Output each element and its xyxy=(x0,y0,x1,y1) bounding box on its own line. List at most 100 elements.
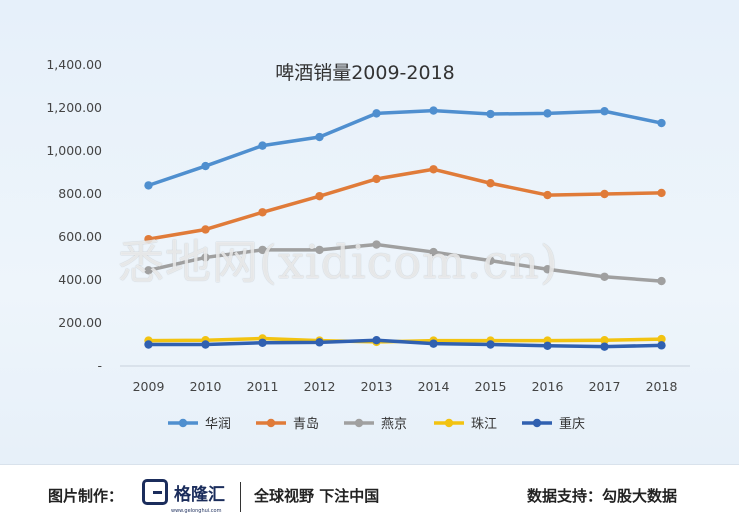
data-point xyxy=(429,247,438,257)
legend-label: 华润 xyxy=(205,417,231,432)
x-tick-label: 2018 xyxy=(646,379,678,394)
data-point xyxy=(201,340,210,349)
series-line xyxy=(148,242,662,283)
legend-label: 青岛 xyxy=(293,416,319,432)
x-tick-label: 2010 xyxy=(190,379,222,394)
legend-item: 珠江 xyxy=(434,417,497,432)
data-point xyxy=(144,234,153,244)
y-tick-label: 1,000.00 xyxy=(46,143,102,158)
x-tick-label: 2009 xyxy=(133,379,165,394)
data-point xyxy=(543,109,552,118)
data-point xyxy=(201,161,210,171)
data-point xyxy=(657,334,666,344)
data-point xyxy=(258,245,267,255)
x-axis-ticks: 2009 2010 2011 2012 2013 2014 2015 2016 2017 2018 xyxy=(133,379,678,394)
data-point xyxy=(657,118,666,128)
data-point xyxy=(258,208,267,217)
legend-item: 华润 xyxy=(168,417,231,432)
x-tick-label: 2015 xyxy=(475,379,507,394)
y-axis-ticks: - 200.00 400.00 600.00 800.00 1,000.00 1,200.0… xyxy=(46,57,102,373)
legend-label: 燕京 xyxy=(381,417,407,432)
data-point xyxy=(600,342,609,351)
data-point xyxy=(543,341,552,350)
data-point xyxy=(543,190,552,200)
data-point xyxy=(144,340,153,349)
data-point xyxy=(429,339,438,348)
gelonghui-logo: 格隆汇 xyxy=(142,479,225,505)
data-point xyxy=(600,272,609,281)
data-point xyxy=(315,132,324,142)
legend-swatch-marker xyxy=(354,418,364,428)
data-point xyxy=(600,336,609,345)
data-point xyxy=(372,109,381,118)
logo-text: 格隆汇 xyxy=(174,484,225,505)
data-point xyxy=(144,266,153,275)
data-point xyxy=(486,340,495,349)
chart-title: 啤酒销量2009-2018 xyxy=(275,62,455,84)
footer-data-source: 数据支持：勾股大数据 xyxy=(526,487,677,505)
data-point xyxy=(201,225,210,234)
y-tick-label: 1,200.00 xyxy=(46,100,102,115)
data-point xyxy=(600,107,609,116)
footer-divider xyxy=(240,482,241,512)
data-point xyxy=(315,245,324,255)
legend: 华润 青岛 燕京 珠江 重庆 xyxy=(168,416,585,432)
logo-url: www.gelonghui.com xyxy=(171,508,222,514)
series-青岛 xyxy=(144,165,666,244)
data-point xyxy=(144,181,153,190)
x-tick-label: 2012 xyxy=(304,379,336,394)
legend-swatch-marker xyxy=(178,418,188,428)
y-tick-label: 800.00 xyxy=(58,186,102,201)
data-point xyxy=(429,106,438,115)
data-point xyxy=(600,189,609,199)
footer-slogan: 全球视野 下注中国 xyxy=(254,487,380,505)
series-lines xyxy=(144,106,666,351)
series-华润 xyxy=(144,106,666,190)
data-point xyxy=(201,253,210,262)
watermark-text: 悉地网(xidicom.cn) xyxy=(118,235,559,289)
series-重庆 xyxy=(144,336,666,351)
y-tick-label: 400.00 xyxy=(58,272,102,287)
data-point xyxy=(429,165,438,174)
data-point xyxy=(315,338,324,347)
data-point xyxy=(657,341,666,350)
data-point xyxy=(543,265,552,274)
x-tick-label: 2011 xyxy=(247,379,279,394)
x-tick-label: 2013 xyxy=(361,379,393,394)
line-chart: 啤酒销量2009-2018 - 200.00 400.00 600.00 800.00 1… xyxy=(46,57,690,432)
legend-label: 珠江 xyxy=(471,417,497,432)
y-tick-label: 600.00 xyxy=(58,229,102,244)
series-燕京 xyxy=(144,240,666,286)
series-line xyxy=(148,167,662,241)
data-point xyxy=(486,179,495,188)
data-point xyxy=(657,188,666,198)
legend-label: 重庆 xyxy=(559,416,585,432)
data-point xyxy=(657,276,666,286)
legend-item: 青岛 xyxy=(256,416,319,432)
y-tick-label: 1,400.00 xyxy=(46,57,102,72)
data-point xyxy=(258,338,267,347)
y-tick-label: 200.00 xyxy=(58,315,102,330)
data-point xyxy=(258,141,267,150)
legend-item: 重庆 xyxy=(522,416,585,432)
x-tick-label: 2014 xyxy=(418,379,450,394)
data-point xyxy=(486,109,495,119)
footer-bar: 图片制作： 格隆汇 www.gelonghui.com 全球视野 下注中国 数据… xyxy=(0,464,739,528)
series-line xyxy=(148,338,662,349)
legend-item: 燕京 xyxy=(344,417,407,432)
data-point xyxy=(315,191,324,201)
legend-swatch-marker xyxy=(266,418,276,428)
x-tick-label: 2016 xyxy=(532,379,564,394)
data-point xyxy=(372,240,381,249)
series-line xyxy=(147,108,662,188)
data-point xyxy=(372,336,381,345)
data-point xyxy=(486,256,495,265)
data-point xyxy=(372,174,381,184)
legend-swatch-marker xyxy=(444,418,454,428)
footer-credit-label: 图片制作： xyxy=(48,487,124,505)
y-tick-label: - xyxy=(97,358,102,373)
logo-g-icon xyxy=(142,479,168,505)
x-tick-label: 2017 xyxy=(589,379,621,394)
legend-swatch-marker xyxy=(532,418,542,428)
